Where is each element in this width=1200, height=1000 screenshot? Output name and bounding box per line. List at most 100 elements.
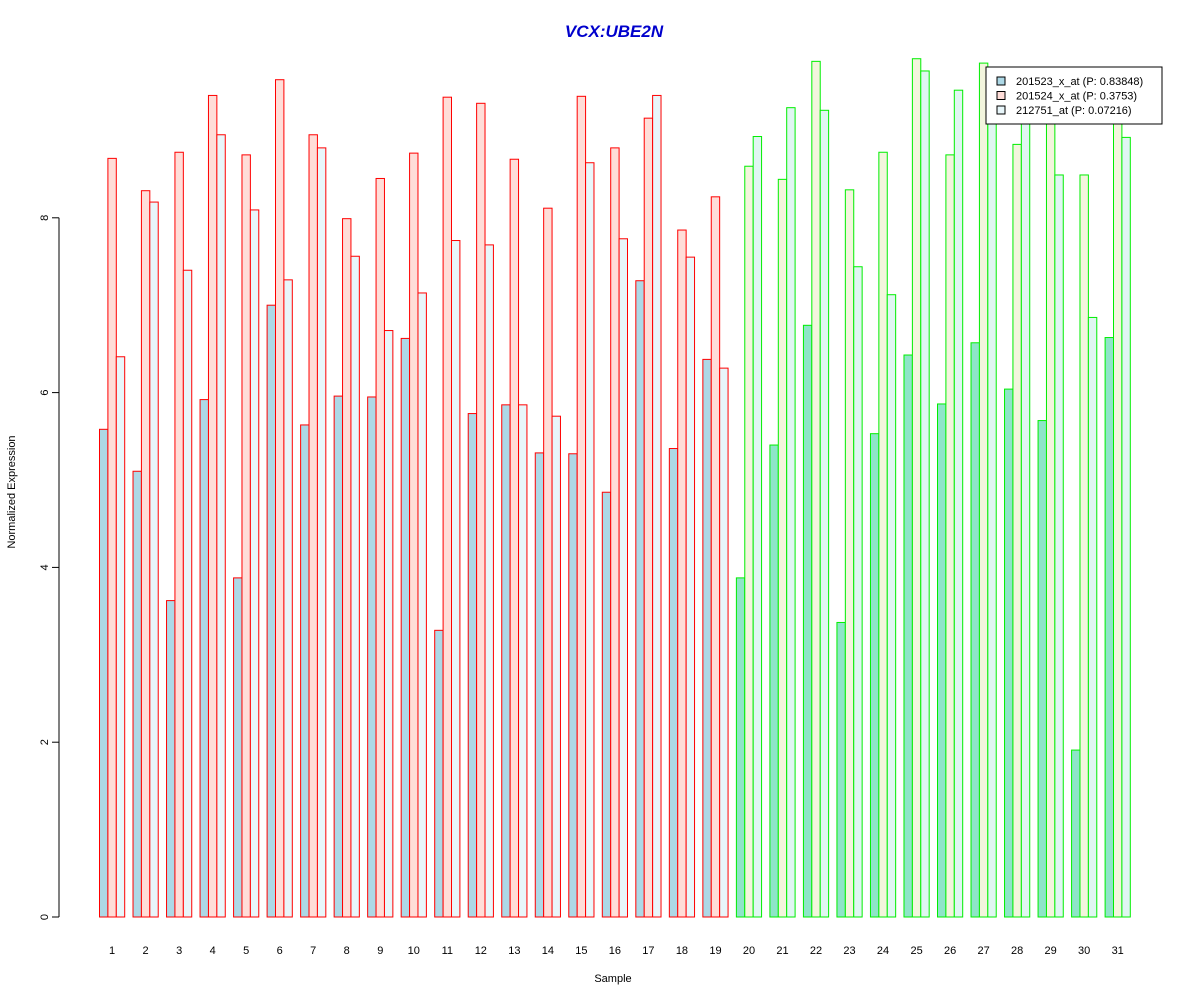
- bar-21-series-3: [786, 107, 796, 918]
- bar-31-series-2: [1113, 112, 1123, 918]
- x-tick-label: 20: [743, 945, 755, 957]
- x-tick-label: 18: [676, 945, 688, 957]
- bar-22-series-1: [802, 324, 813, 918]
- bar-4-series-1: [199, 399, 209, 918]
- bar-24-series-1: [869, 433, 880, 918]
- bar-14-series-3: [551, 415, 561, 918]
- x-tick-label: 16: [609, 945, 621, 957]
- bar-26-series-2: [945, 154, 955, 918]
- x-tick-label: 5: [243, 945, 249, 957]
- bar-14-series-2: [543, 207, 553, 918]
- bar-18-series-1: [668, 448, 679, 918]
- x-tick-label: 3: [176, 945, 182, 957]
- bar-12-series-1: [467, 413, 478, 918]
- x-tick-label: 19: [709, 945, 721, 957]
- bar-27-series-2: [978, 62, 989, 918]
- bar-5-series-2: [241, 154, 251, 918]
- x-tick-label: 29: [1045, 945, 1057, 957]
- bar-30-series-1: [1071, 749, 1081, 918]
- bar-5-series-1: [233, 577, 243, 918]
- bar-20-series-2: [744, 165, 754, 918]
- bar-2-series-2: [140, 190, 151, 918]
- bar-13-series-2: [509, 158, 520, 918]
- x-tick-label: 1: [109, 945, 115, 957]
- legend-swatch: [996, 105, 1006, 115]
- bar-21-series-1: [769, 444, 779, 918]
- bar-7-series-1: [300, 424, 310, 918]
- bar-17-series-3: [652, 94, 662, 918]
- x-tick-label: 15: [575, 945, 587, 957]
- bar-31-series-1: [1104, 337, 1114, 918]
- bar-22-series-2: [811, 60, 821, 918]
- bar-11-series-2: [442, 96, 453, 918]
- x-tick-label: 11: [442, 945, 453, 957]
- bar-26-series-1: [937, 403, 947, 918]
- y-tick-label: 2: [39, 739, 51, 745]
- bar-27-series-3: [987, 72, 997, 918]
- bar-28-series-3: [1020, 86, 1031, 918]
- bar-16-series-1: [601, 491, 612, 918]
- bar-19-series-3: [719, 367, 729, 918]
- bar-6-series-2: [275, 79, 285, 918]
- x-tick-label: 7: [310, 945, 316, 957]
- bar-13-series-1: [501, 404, 511, 918]
- bar-11-series-3: [451, 240, 461, 918]
- bar-12-series-2: [476, 102, 486, 918]
- bar-24-series-3: [886, 294, 897, 918]
- bar-3-series-2: [174, 151, 184, 918]
- bar-30-series-3: [1087, 316, 1098, 918]
- x-tick-label: 17: [642, 945, 654, 957]
- x-tick-label: 26: [944, 945, 956, 957]
- bar-16-series-2: [610, 147, 620, 918]
- bar-9-series-3: [383, 330, 394, 918]
- x-tick-label: 25: [910, 945, 922, 957]
- bar-29-series-3: [1054, 174, 1064, 918]
- bar-23-series-3: [853, 266, 863, 918]
- bar-2-series-3: [149, 201, 159, 918]
- bar-8-series-3: [350, 255, 360, 918]
- x-tick-label: 4: [210, 945, 216, 957]
- x-tick-label: 8: [344, 945, 350, 957]
- bar-15-series-2: [576, 95, 587, 918]
- x-tick-label: 2: [143, 945, 149, 957]
- y-tick-label: 0: [39, 914, 51, 920]
- legend-label: 212751_at (P: 0.07216): [1016, 105, 1132, 117]
- y-tick-label: 6: [39, 390, 51, 396]
- bar-3-series-3: [182, 269, 193, 918]
- legend-swatch: [996, 91, 1006, 100]
- x-tick-label: 9: [377, 945, 383, 957]
- legend-box: [985, 66, 1163, 125]
- bar-8-series-2: [342, 218, 352, 918]
- x-tick-label: 30: [1078, 945, 1090, 957]
- legend-label: 201523_x_at (P: 0.83848): [1016, 76, 1143, 88]
- bar-30-series-2: [1079, 174, 1089, 918]
- legend-swatch: [996, 76, 1006, 86]
- x-tick-label: 14: [542, 945, 554, 957]
- x-tick-label: 12: [475, 945, 487, 957]
- bar-6-series-3: [283, 279, 293, 918]
- bar-10-series-2: [409, 152, 419, 918]
- bar-7-series-3: [316, 147, 327, 918]
- bar-23-series-2: [844, 189, 855, 918]
- chart-title: VCX:UBE2N: [565, 22, 664, 41]
- x-tick-label: 10: [408, 945, 420, 957]
- bar-28-series-1: [1004, 388, 1014, 918]
- bars: [99, 58, 1131, 918]
- bar-3-series-1: [166, 600, 176, 918]
- bar-19-series-1: [702, 358, 712, 918]
- legend-label: 201524_x_at (P: 0.3753): [1016, 91, 1137, 103]
- bar-1-series-2: [107, 157, 117, 918]
- bar-6-series-1: [266, 304, 277, 918]
- x-tick-label: 13: [508, 945, 520, 957]
- y-tick-label: 4: [39, 564, 51, 570]
- bar-20-series-3: [752, 136, 763, 918]
- bar-12-series-3: [484, 244, 494, 918]
- x-tick-label: 27: [977, 945, 989, 957]
- bar-4-series-2: [207, 94, 218, 918]
- bar-1-series-1: [99, 428, 109, 918]
- x-tick-label: 22: [810, 945, 822, 957]
- bar-22-series-3: [819, 109, 830, 918]
- bar-18-series-3: [685, 256, 696, 918]
- x-tick-labels: 1 2 3 4 5 6 7 8 9 10 11 12 13 14 15 16 17 18 19 20 21 22 23 24 2…: [109, 945, 1124, 957]
